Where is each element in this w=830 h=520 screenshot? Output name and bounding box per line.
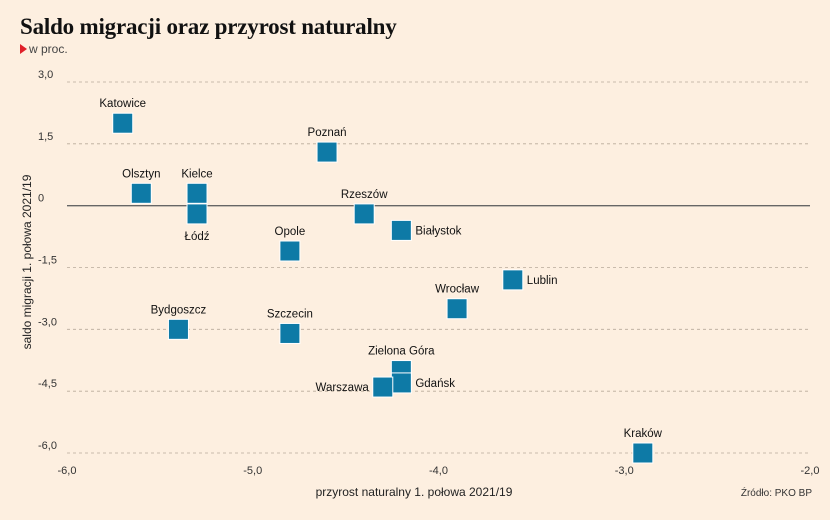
point-label: Gdańsk [415, 378, 455, 390]
data-point [446, 298, 468, 320]
data-point [372, 376, 394, 398]
data-point [130, 182, 152, 204]
point-label: Olsztyn [122, 168, 160, 180]
x-axis-label: przyrost naturalny 1. połowa 2021/19 [316, 485, 513, 499]
y-tick-label: -6,0 [38, 440, 57, 452]
point-label: Kielce [181, 168, 212, 180]
red-triangle-icon [20, 44, 27, 54]
data-point [186, 203, 208, 225]
point-label: Wrocław [435, 284, 480, 296]
x-tick-label: -4,0 [429, 465, 448, 477]
y-tick-label: -4,5 [38, 378, 57, 390]
y-tick-label: 0 [38, 193, 44, 205]
x-tick-label: -6,0 [58, 465, 77, 477]
grid-lines [67, 81, 810, 454]
data-point [186, 182, 208, 204]
data-point [279, 322, 301, 344]
data-point [353, 203, 375, 225]
data-point [502, 269, 524, 291]
point-label: Poznań [308, 127, 347, 139]
data-points [112, 112, 654, 464]
point-label: Lublin [527, 275, 558, 287]
subtitle-text: w proc. [29, 42, 68, 56]
y-axis-label: saldo migracji 1. połowa 2021/19 [20, 174, 34, 349]
point-label: Kraków [624, 428, 663, 440]
point-labels: Katowice Poznań Olsztyn Kielce Łódź Rzeszów Bi… [99, 98, 662, 440]
point-label: Białystok [415, 225, 461, 237]
x-tick-label: -3,0 [615, 465, 634, 477]
chart-subtitle: w proc. [20, 42, 68, 56]
point-label: Łódź [185, 231, 210, 243]
data-point [390, 219, 412, 241]
x-tick-label: -5,0 [243, 465, 262, 477]
y-tick-label: 1,5 [38, 131, 53, 143]
y-tick-label: -1,5 [38, 255, 57, 267]
point-label: Zielona Góra [368, 346, 435, 358]
x-tick-labels: -6,0 -5,0 -4,0 -3,0 -2,0 [58, 465, 820, 477]
y-tick-label: -3,0 [38, 316, 57, 328]
point-label: Opole [275, 226, 306, 238]
data-point [279, 240, 301, 262]
point-label: Warszawa [316, 382, 370, 394]
chart-title: Saldo migracji oraz przyrost naturalny [20, 14, 397, 39]
point-label: Szczecin [267, 308, 313, 320]
point-label: Rzeszów [341, 189, 388, 201]
source-note: Źródło: PKO BP [740, 488, 812, 499]
data-point [112, 112, 134, 134]
point-label: Bydgoszcz [151, 304, 207, 316]
data-point [632, 442, 654, 464]
data-point [390, 372, 412, 394]
x-tick-label: -2,0 [801, 465, 820, 477]
y-tick-label: 3,0 [38, 69, 53, 81]
data-point [167, 318, 189, 340]
point-label: Katowice [99, 98, 146, 110]
data-point [316, 141, 338, 163]
y-tick-labels: 3,0 1,5 0 -1,5 -3,0 -4,5 -6,0 [38, 69, 57, 452]
